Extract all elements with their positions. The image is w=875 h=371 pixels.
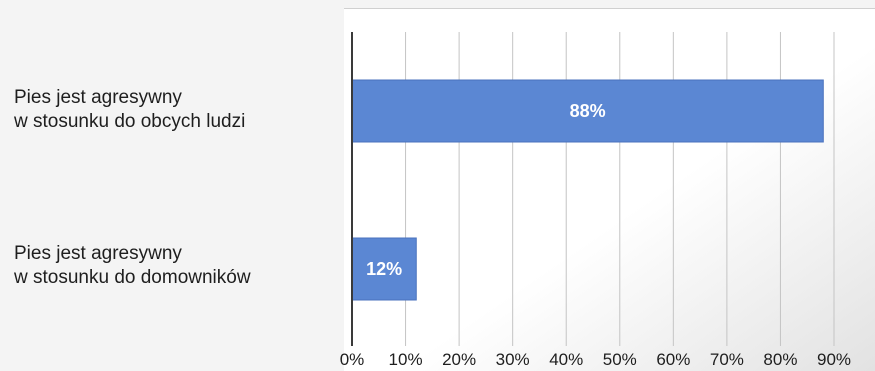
bar-value-label: 12%: [366, 259, 402, 279]
x-tick-label: 20%: [442, 350, 476, 369]
bars: 88% 12%: [351, 79, 824, 301]
x-tick-label: 30%: [496, 350, 530, 369]
x-tick-label: 0%: [340, 350, 365, 369]
x-tick-label: 80%: [763, 350, 797, 369]
plot-gradient-fill: [344, 8, 875, 371]
bar: [351, 79, 824, 143]
x-tick-label: 90%: [817, 350, 851, 369]
bar: [351, 237, 417, 301]
category-label-strangers: Pies jest agresywny w stosunku do obcych…: [14, 86, 334, 134]
category-label-household: Pies jest agresywny w stosunku do domown…: [14, 242, 334, 290]
category-label-line: Pies jest agresywny: [14, 243, 182, 264]
x-tick-label: 60%: [656, 350, 690, 369]
x-tick-labels: 0% 10% 20% 30% 40% 50% 60% 70% 80% 90%: [340, 350, 851, 369]
x-tick-label: 50%: [603, 350, 637, 369]
x-tick-label: 70%: [710, 350, 744, 369]
bar-value-label: 88%: [570, 101, 606, 121]
x-tick-label: 10%: [389, 350, 423, 369]
x-tick-label: 40%: [549, 350, 583, 369]
category-label-line: Pies jest agresywny: [14, 87, 182, 108]
category-label-line: w stosunku do domowników: [14, 267, 251, 288]
category-label-line: w stosunku do obcych ludzi: [14, 111, 246, 132]
